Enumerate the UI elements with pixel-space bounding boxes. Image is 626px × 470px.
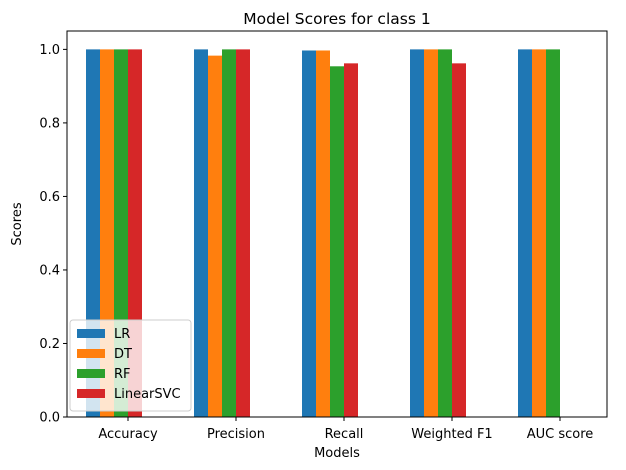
legend-box: [69, 319, 192, 412]
x-tick-label: AUC score: [527, 427, 594, 442]
bar-linearsvc-precision: [236, 49, 250, 417]
bar-rf-precision: [222, 49, 236, 417]
bar-rf-recall: [330, 66, 344, 417]
bar-lr-auc-score: [518, 49, 532, 417]
y-tick-label: 0.0: [39, 411, 60, 426]
legend-label-lr: LR: [114, 327, 130, 342]
bars-group: [86, 49, 560, 418]
bar-linearsvc-weighted-f1: [452, 63, 466, 418]
x-tick-label: Recall: [325, 427, 364, 442]
legend-label-rf: RF: [114, 367, 131, 382]
legend-swatch-rf: [77, 369, 105, 378]
bar-dt-recall: [316, 50, 330, 417]
y-tick-label: 0.2: [39, 337, 60, 352]
plot-frame: [66, 30, 608, 418]
legend-swatch-linearsvc: [77, 389, 105, 398]
bar-lr-weighted-f1: [410, 49, 424, 417]
legend-label-dt: DT: [114, 347, 132, 362]
y-tick-label: 0.8: [39, 116, 60, 131]
legend: LR DT RF LinearSVC: [69, 319, 192, 412]
x-tick-label: Precision: [207, 427, 265, 442]
y-tick-label: 1.0: [39, 43, 60, 58]
legend-swatch-dt: [77, 349, 105, 358]
x-axis-label: Models: [314, 446, 360, 461]
x-tick-label: Accuracy: [98, 427, 158, 442]
y-axis-label: Scores: [10, 202, 25, 245]
bar-dt-weighted-f1: [424, 49, 438, 417]
bar-dt-precision: [208, 55, 222, 417]
bar-rf-auc-score: [546, 49, 560, 417]
bar-rf-weighted-f1: [438, 49, 452, 417]
legend-label-linearsvc: LinearSVC: [114, 387, 181, 402]
bar-linearsvc-recall: [344, 63, 358, 418]
bar-dt-auc-score: [532, 49, 546, 417]
bar-lr-precision: [194, 49, 208, 417]
bar-lr-recall: [302, 50, 316, 417]
y-tick-label: 0.6: [39, 190, 60, 205]
y-ticks-group: 0.0 0.2 0.4 0.6 0.8 1.0: [39, 43, 67, 426]
legend-swatch-lr: [77, 329, 105, 338]
chart-title: Model Scores for class 1: [243, 10, 430, 28]
y-tick-label: 0.4: [39, 263, 60, 278]
x-ticks-group: Accuracy Precision Recall Weighted F1 AUC sc…: [98, 417, 593, 442]
x-tick-label: Weighted F1: [411, 427, 492, 442]
